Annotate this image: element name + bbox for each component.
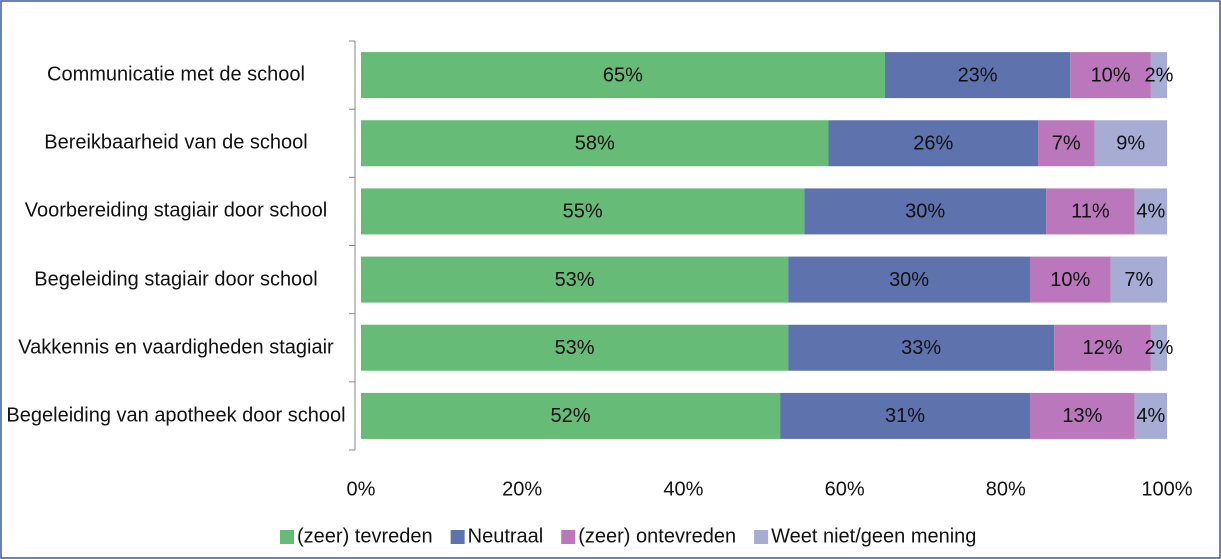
bar-segment (361, 256, 789, 303)
bar-segment (1150, 52, 1167, 99)
data-label: 30% (905, 201, 945, 223)
data-label: 7% (1124, 269, 1153, 291)
bar-segment (1046, 188, 1135, 235)
bar-segment (361, 392, 781, 439)
data-label: 31% (885, 405, 925, 427)
category-label: Voorbereiding stagiair door school (24, 199, 328, 222)
data-label: 11% (1071, 201, 1110, 223)
bar-segment (1094, 120, 1167, 167)
data-label: 58% (575, 133, 615, 155)
legend-label: Weet niet/geen mening (771, 525, 976, 547)
category-label: Vakkennis en vaardigheden stagiair (18, 336, 334, 359)
data-label: 13% (1062, 405, 1102, 427)
legend-label: (zeer) ontevreden (578, 525, 736, 547)
data-label: 2% (1144, 337, 1173, 359)
bar-segment (361, 188, 805, 235)
bar-segment (1110, 256, 1167, 303)
bar-segment (788, 324, 1055, 371)
legend-label: (zeer) tevreden (297, 525, 433, 547)
bar-segment (828, 120, 1039, 167)
legend-swatch (280, 530, 294, 544)
legend-swatch (450, 530, 465, 544)
x-tick-label: 80% (986, 478, 1026, 500)
bar-segment (1134, 392, 1167, 439)
bar-segment (780, 392, 1030, 439)
data-label: 65% (603, 64, 643, 86)
data-label: 9% (1116, 133, 1145, 155)
data-label: 4% (1136, 405, 1165, 427)
data-label: 12% (1083, 337, 1123, 359)
x-tick-label: 0% (347, 478, 376, 500)
x-tick-label: 60% (825, 478, 865, 500)
legend-label: Neutraal (468, 525, 544, 547)
category-label: Communicatie met de school (47, 63, 305, 86)
legend-swatch (561, 530, 576, 544)
data-label: 10% (1050, 269, 1090, 291)
data-label: 55% (563, 201, 603, 223)
x-tick-label: 20% (502, 478, 542, 500)
bar-segment (1029, 392, 1135, 439)
bar-segment (1150, 324, 1167, 371)
x-tick-label: 100% (1141, 478, 1192, 500)
data-label: 26% (913, 133, 953, 155)
bar-segment (1029, 256, 1111, 303)
x-tick-label: 40% (663, 478, 703, 500)
data-label: 23% (958, 64, 998, 86)
data-label: 53% (555, 337, 595, 359)
data-label: 7% (1052, 133, 1081, 155)
bar-segment (361, 324, 789, 371)
data-label: 2% (1144, 64, 1173, 86)
category-label: Begeleiding stagiair door school (34, 268, 318, 291)
legend-swatch (754, 530, 769, 544)
bar-segment (1070, 52, 1151, 99)
data-label: 4% (1136, 201, 1165, 223)
data-label: 33% (901, 337, 941, 359)
data-label: 10% (1091, 64, 1131, 86)
bar-segment (1038, 120, 1095, 167)
bar-segment (804, 188, 1047, 235)
data-label: 53% (555, 269, 595, 291)
data-label: 30% (889, 269, 929, 291)
bar-segment (361, 120, 829, 167)
bar-segment (788, 256, 1030, 303)
bar-segment (1134, 188, 1167, 235)
bar-segment (361, 52, 885, 99)
bar-segment (1054, 324, 1151, 371)
category-label: Bereikbaarheid van de school (44, 131, 308, 154)
data-label: 52% (551, 405, 591, 427)
bar-segment (884, 52, 1071, 99)
category-label: Begeleiding van apotheek door school (6, 404, 346, 427)
